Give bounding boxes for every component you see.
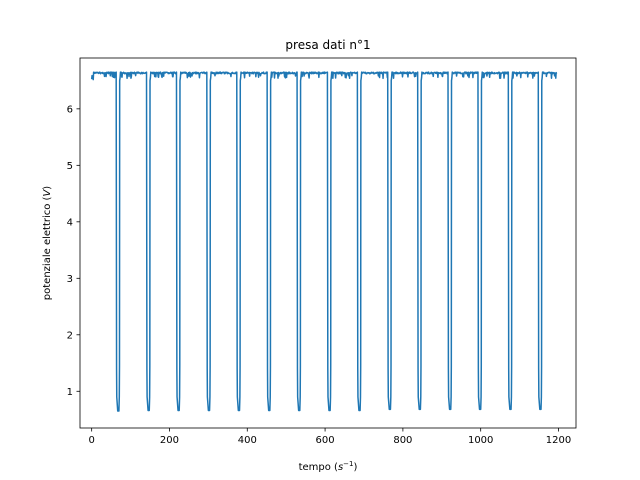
x-tick-label: 1200 [546, 435, 571, 446]
series-line [90, 71, 558, 412]
x-axis-label: tempo (s−1) [299, 460, 358, 473]
x-tick-label: 200 [160, 435, 179, 446]
plot-frame [79, 57, 577, 429]
x-tick-label: 1000 [468, 435, 493, 446]
x-tick-label: 600 [316, 435, 335, 446]
y-tick-label: 5 [67, 161, 73, 172]
x-axis: 0 200 400 600 800 1000 1200 [88, 428, 571, 446]
x-tick-label: 800 [393, 435, 412, 446]
y-tick-label: 2 [67, 330, 73, 341]
y-tick-label: 3 [67, 274, 73, 285]
plot-area [90, 71, 558, 412]
y-tick-label: 1 [67, 387, 73, 398]
y-tick-label: 4 [67, 217, 73, 228]
y-axis-label: potenziale elettrico (V) [42, 186, 53, 301]
x-tick-label: 400 [238, 435, 257, 446]
y-tick-label: 6 [67, 104, 73, 115]
chart-title: presa dati n°1 [285, 38, 370, 52]
x-tick-label: 0 [88, 435, 94, 446]
y-axis: 1 2 3 4 5 6 [67, 104, 80, 398]
